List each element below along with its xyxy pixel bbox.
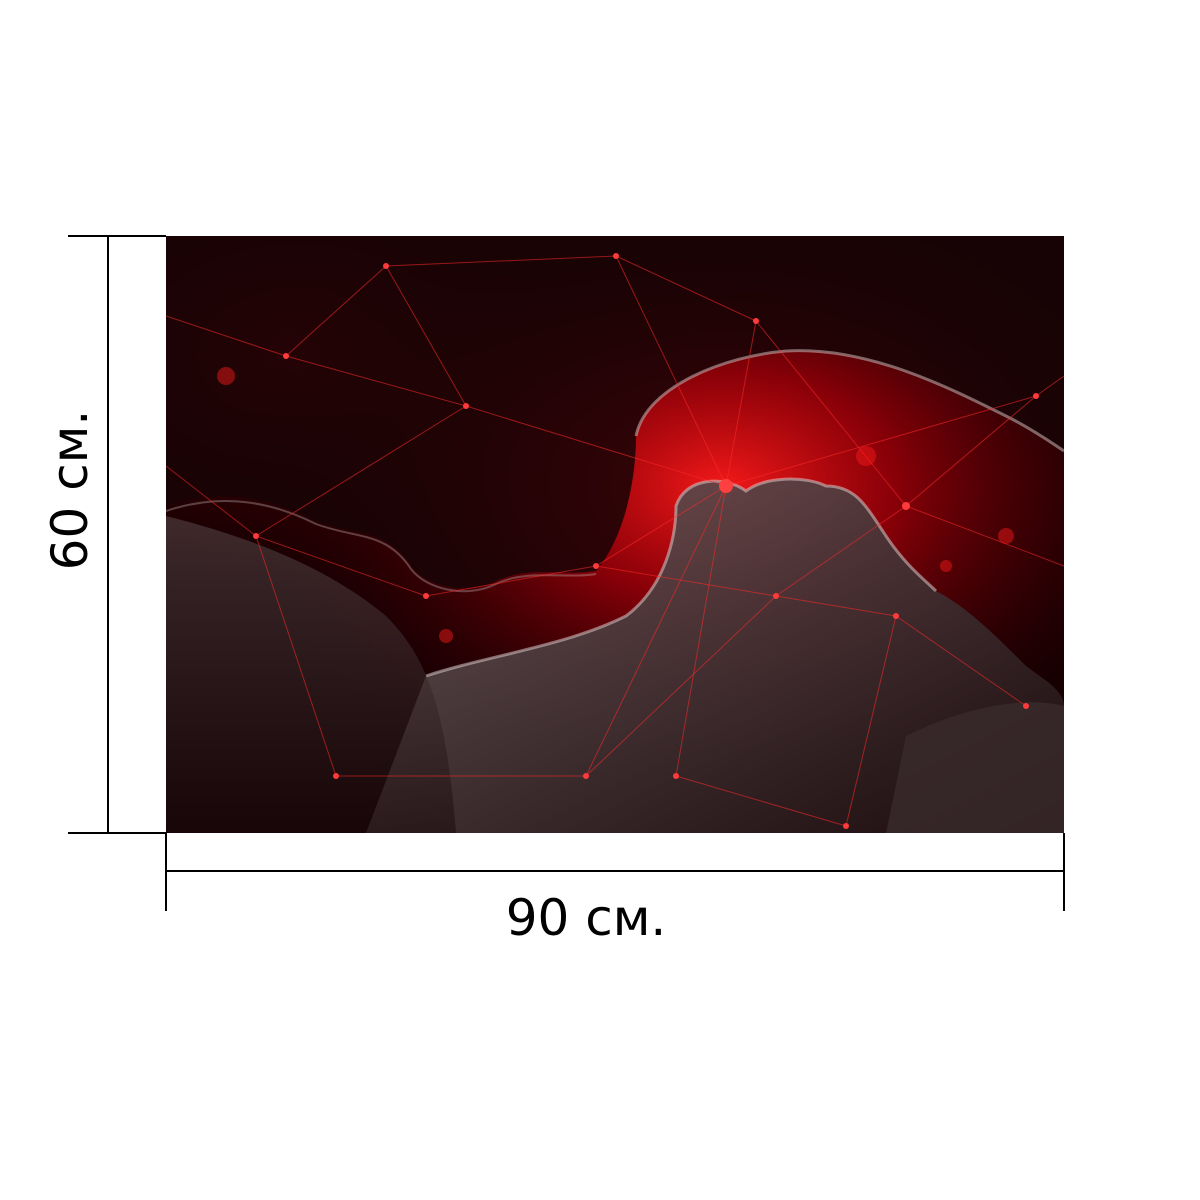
width-label: 90 см.: [505, 889, 667, 947]
height-label: 60 см.: [41, 409, 99, 571]
network-lines: [166, 255, 1064, 827]
network-nodes: [253, 253, 1039, 829]
woman-silhouette: [366, 479, 1064, 833]
man-silhouette: [166, 236, 1064, 589]
canvas-print-artwork: [166, 236, 1064, 833]
couple-network-illustration: [166, 236, 1064, 833]
